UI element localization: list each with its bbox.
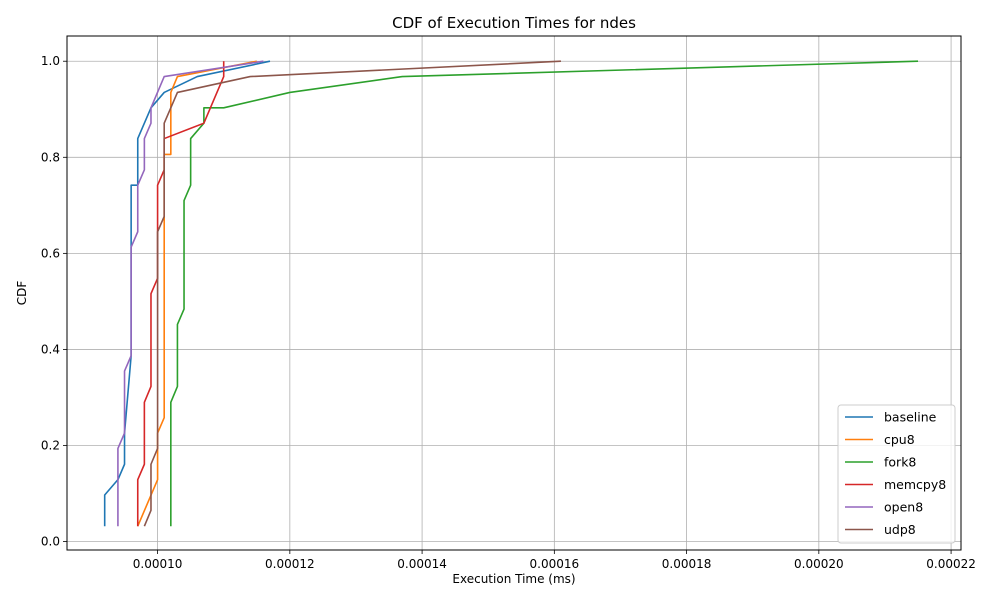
series-line-open8 xyxy=(117,60,264,527)
y-tick-label: 0.4 xyxy=(41,342,60,356)
legend-label-baseline: baseline xyxy=(884,410,937,425)
x-tick-label: 0.00012 xyxy=(265,557,315,571)
legend-label-udp8: udp8 xyxy=(884,522,916,537)
y-tick-label: 0.2 xyxy=(41,439,60,453)
legend-label-open8: open8 xyxy=(884,500,923,515)
plot-frame xyxy=(66,35,962,551)
x-tick-label: 0.00020 xyxy=(794,557,844,571)
legend-label-cpu8: cpu8 xyxy=(884,432,915,447)
y-tick-label: 0.8 xyxy=(41,150,60,164)
legend: baseline cpu8 fork8 memcpy8 open8 udp8 xyxy=(837,404,956,544)
series-lines xyxy=(103,60,919,527)
y-tick-label: 1.0 xyxy=(41,54,60,68)
x-tick-label: 0.00010 xyxy=(133,557,183,571)
series-line-fork8 xyxy=(170,60,919,527)
x-axis-label: Execution Time (ms) xyxy=(452,572,575,586)
legend-label-memcpy8: memcpy8 xyxy=(884,477,946,492)
grid xyxy=(67,36,961,550)
x-tick-label: 0.00014 xyxy=(397,557,447,571)
x-tick-label: 0.00016 xyxy=(530,557,580,571)
x-tick-label: 0.00018 xyxy=(662,557,712,571)
y-axis-label: CDF xyxy=(15,281,29,306)
y-tick-label: 0.6 xyxy=(41,246,60,260)
axis-ticks: 0.00010 0.00012 0.00014 0.00016 0.00018 0.000… xyxy=(41,54,976,571)
legend-label-fork8: fork8 xyxy=(884,455,916,470)
chart-title: CDF of Execution Times for ndes xyxy=(392,14,636,32)
y-tick-label: 0.0 xyxy=(41,535,60,549)
x-tick-label: 0.00022 xyxy=(926,557,976,571)
series-line-udp8 xyxy=(143,60,561,527)
